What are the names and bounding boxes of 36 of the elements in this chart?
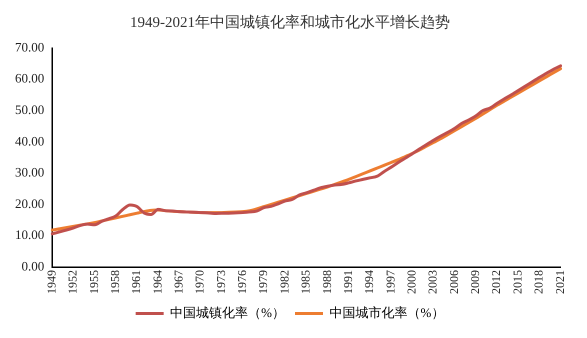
x-tick-label: 1970 — [192, 270, 207, 294]
x-tick-label: 1982 — [277, 270, 292, 294]
y-tick-label: 20.00 — [15, 196, 44, 211]
x-tick-label: 2003 — [426, 270, 440, 294]
y-tick-label: 50.00 — [15, 102, 44, 117]
y-tick-label: 30.00 — [15, 164, 44, 180]
y-tick-label: 40.00 — [15, 133, 44, 148]
y-tick-label: 10.00 — [15, 227, 44, 242]
x-tick-label: 1976 — [235, 270, 250, 294]
x-tick-label: 2021 — [552, 270, 567, 294]
x-tick-label: 1994 — [362, 270, 376, 294]
x-tick-label: 1979 — [256, 270, 270, 294]
x-tick-label: 1967 — [171, 270, 186, 294]
y-tick-label: 70.00 — [15, 39, 44, 54]
x-tick-label: 1973 — [214, 270, 228, 294]
x-tick-label: 1988 — [320, 270, 334, 294]
x-tick-label: 1991 — [340, 270, 355, 294]
x-tick-label: 1949 — [44, 270, 58, 294]
x-tick-label: 1997 — [383, 270, 398, 294]
x-tick-label: 2009 — [468, 270, 482, 294]
legend-label: 中国城市化率（%） — [330, 304, 444, 320]
x-tick-label: 2015 — [510, 270, 524, 294]
x-tick-label: 1985 — [298, 270, 313, 294]
legend-label: 中国城镇化率（%） — [170, 304, 286, 320]
y-tick-label: 60.00 — [15, 70, 44, 86]
x-tick-label: 1961 — [129, 270, 144, 294]
chart-title: 1949-2021年中国城镇化率和城市化水平增长趋势 — [130, 14, 450, 31]
x-tick-label: 1955 — [86, 270, 101, 294]
x-tick-label: 1964 — [150, 270, 164, 294]
x-tick-label: 2012 — [489, 270, 504, 294]
y-tick-label: 0.00 — [22, 258, 44, 274]
x-tick-label: 1958 — [108, 270, 122, 294]
x-tick-label: 2000 — [404, 270, 418, 294]
x-tick-label: 1952 — [66, 270, 80, 294]
x-tick-label: 2006 — [446, 270, 461, 294]
x-tick-label: 2018 — [532, 270, 546, 294]
